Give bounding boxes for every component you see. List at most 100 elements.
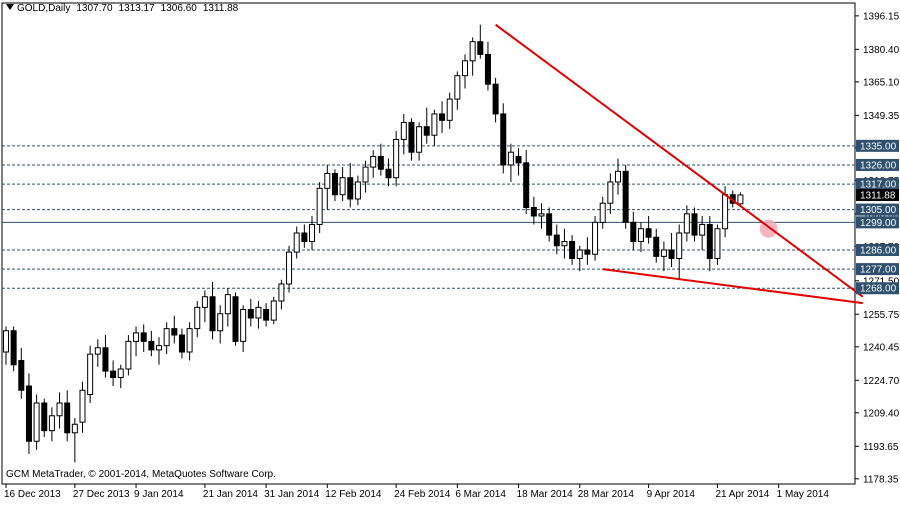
candle-body[interactable] [569, 240, 576, 259]
candle-body[interactable] [385, 168, 392, 179]
candle-body[interactable] [71, 423, 78, 434]
candle-body[interactable] [309, 223, 315, 242]
candle-body[interactable] [722, 194, 729, 230]
candle-body[interactable] [148, 340, 155, 351]
candle-body[interactable] [477, 41, 484, 55]
candle-body[interactable] [117, 368, 124, 379]
candle-body[interactable] [79, 389, 86, 423]
candle-body[interactable] [439, 113, 446, 121]
candle-body[interactable] [240, 308, 247, 342]
candle-body[interactable] [546, 213, 553, 236]
candle-body[interactable] [217, 313, 224, 332]
candle-body[interactable] [354, 181, 361, 200]
candle-body[interactable] [48, 415, 55, 432]
candle-body[interactable] [737, 194, 744, 205]
candle-body[interactable] [645, 228, 652, 238]
candle-body[interactable] [668, 249, 675, 259]
candle-body[interactable] [538, 213, 545, 217]
candle-body[interactable] [599, 202, 606, 223]
candle-body[interactable] [714, 228, 721, 259]
candle-body[interactable] [163, 328, 170, 347]
candle-body[interactable] [347, 177, 354, 200]
candle-body[interactable] [263, 308, 270, 321]
candle-body[interactable] [224, 294, 231, 315]
candle-body[interactable] [615, 170, 621, 183]
candle-body[interactable] [584, 249, 591, 255]
candle-body[interactable] [286, 251, 293, 285]
candle-body[interactable] [683, 213, 690, 234]
candle-body[interactable] [492, 83, 499, 115]
candle-body[interactable] [653, 236, 660, 257]
candle-body[interactable] [201, 296, 208, 308]
candle-body[interactable] [630, 221, 637, 242]
candle-body[interactable] [209, 296, 216, 332]
candle-body[interactable] [370, 155, 377, 168]
candle-body[interactable] [484, 53, 491, 85]
candle-body[interactable] [316, 187, 323, 225]
candle-body[interactable] [339, 177, 346, 196]
candle-body[interactable] [171, 328, 178, 336]
candle-body[interactable] [561, 240, 568, 247]
trendline[interactable] [602, 268, 863, 305]
candle-body[interactable] [530, 206, 537, 217]
candle-body[interactable] [454, 75, 461, 100]
candle-body[interactable] [125, 340, 132, 370]
candle-body[interactable] [255, 306, 262, 319]
candle-body[interactable] [622, 170, 629, 223]
candle-body[interactable] [156, 345, 162, 351]
candle-body[interactable] [607, 181, 614, 204]
candle-body[interactable] [699, 223, 706, 236]
candle-body[interactable] [416, 126, 423, 153]
candle-body[interactable] [500, 113, 507, 166]
candle-body[interactable] [186, 328, 193, 353]
candle-body[interactable] [393, 138, 400, 179]
candle-body[interactable] [462, 60, 468, 77]
candle-body[interactable] [178, 334, 185, 353]
candle-body[interactable] [637, 228, 644, 242]
candle-body[interactable] [576, 249, 583, 259]
candle-body[interactable] [431, 113, 438, 136]
candle-body[interactable] [660, 249, 667, 257]
candle-body[interactable] [331, 172, 338, 196]
candle-body[interactable] [94, 347, 101, 355]
candle-body[interactable] [41, 402, 48, 432]
candle-body[interactable] [102, 347, 109, 372]
candle-body[interactable] [423, 126, 430, 136]
candle-body[interactable] [64, 402, 71, 434]
candle-body[interactable] [515, 155, 522, 164]
candle-body[interactable] [400, 121, 407, 140]
candle-body[interactable] [247, 308, 254, 319]
candle-body[interactable] [10, 330, 17, 366]
candle-body[interactable] [87, 353, 94, 396]
candle-body[interactable] [133, 332, 140, 342]
candle-body[interactable] [270, 300, 277, 321]
candle-body[interactable] [140, 332, 147, 342]
candle-body[interactable] [278, 283, 285, 302]
candle-body[interactable] [110, 370, 117, 379]
candle-body[interactable] [706, 223, 713, 259]
candle-body[interactable] [3, 330, 9, 353]
candle-body[interactable] [377, 155, 384, 170]
candle-body[interactable] [232, 296, 239, 342]
candle-body[interactable] [362, 166, 369, 183]
candle-body[interactable] [18, 360, 25, 391]
candle-body[interactable] [507, 151, 514, 166]
candle-body[interactable] [592, 221, 599, 255]
trendline[interactable] [495, 23, 864, 298]
candle-body[interactable] [25, 385, 32, 442]
candle-body[interactable] [523, 162, 530, 208]
candle-body[interactable] [301, 232, 308, 242]
candle-body[interactable] [553, 234, 560, 247]
candle-body[interactable] [194, 306, 201, 330]
candle-body[interactable] [446, 98, 453, 121]
candle-body[interactable] [469, 41, 476, 62]
candle-body[interactable] [324, 172, 331, 189]
candle-body[interactable] [293, 232, 300, 253]
candle-body[interactable] [691, 213, 698, 236]
candle-body[interactable] [56, 402, 63, 417]
candle-body[interactable] [676, 232, 683, 259]
candle-body[interactable] [408, 121, 415, 153]
candle-body[interactable] [33, 402, 40, 442]
